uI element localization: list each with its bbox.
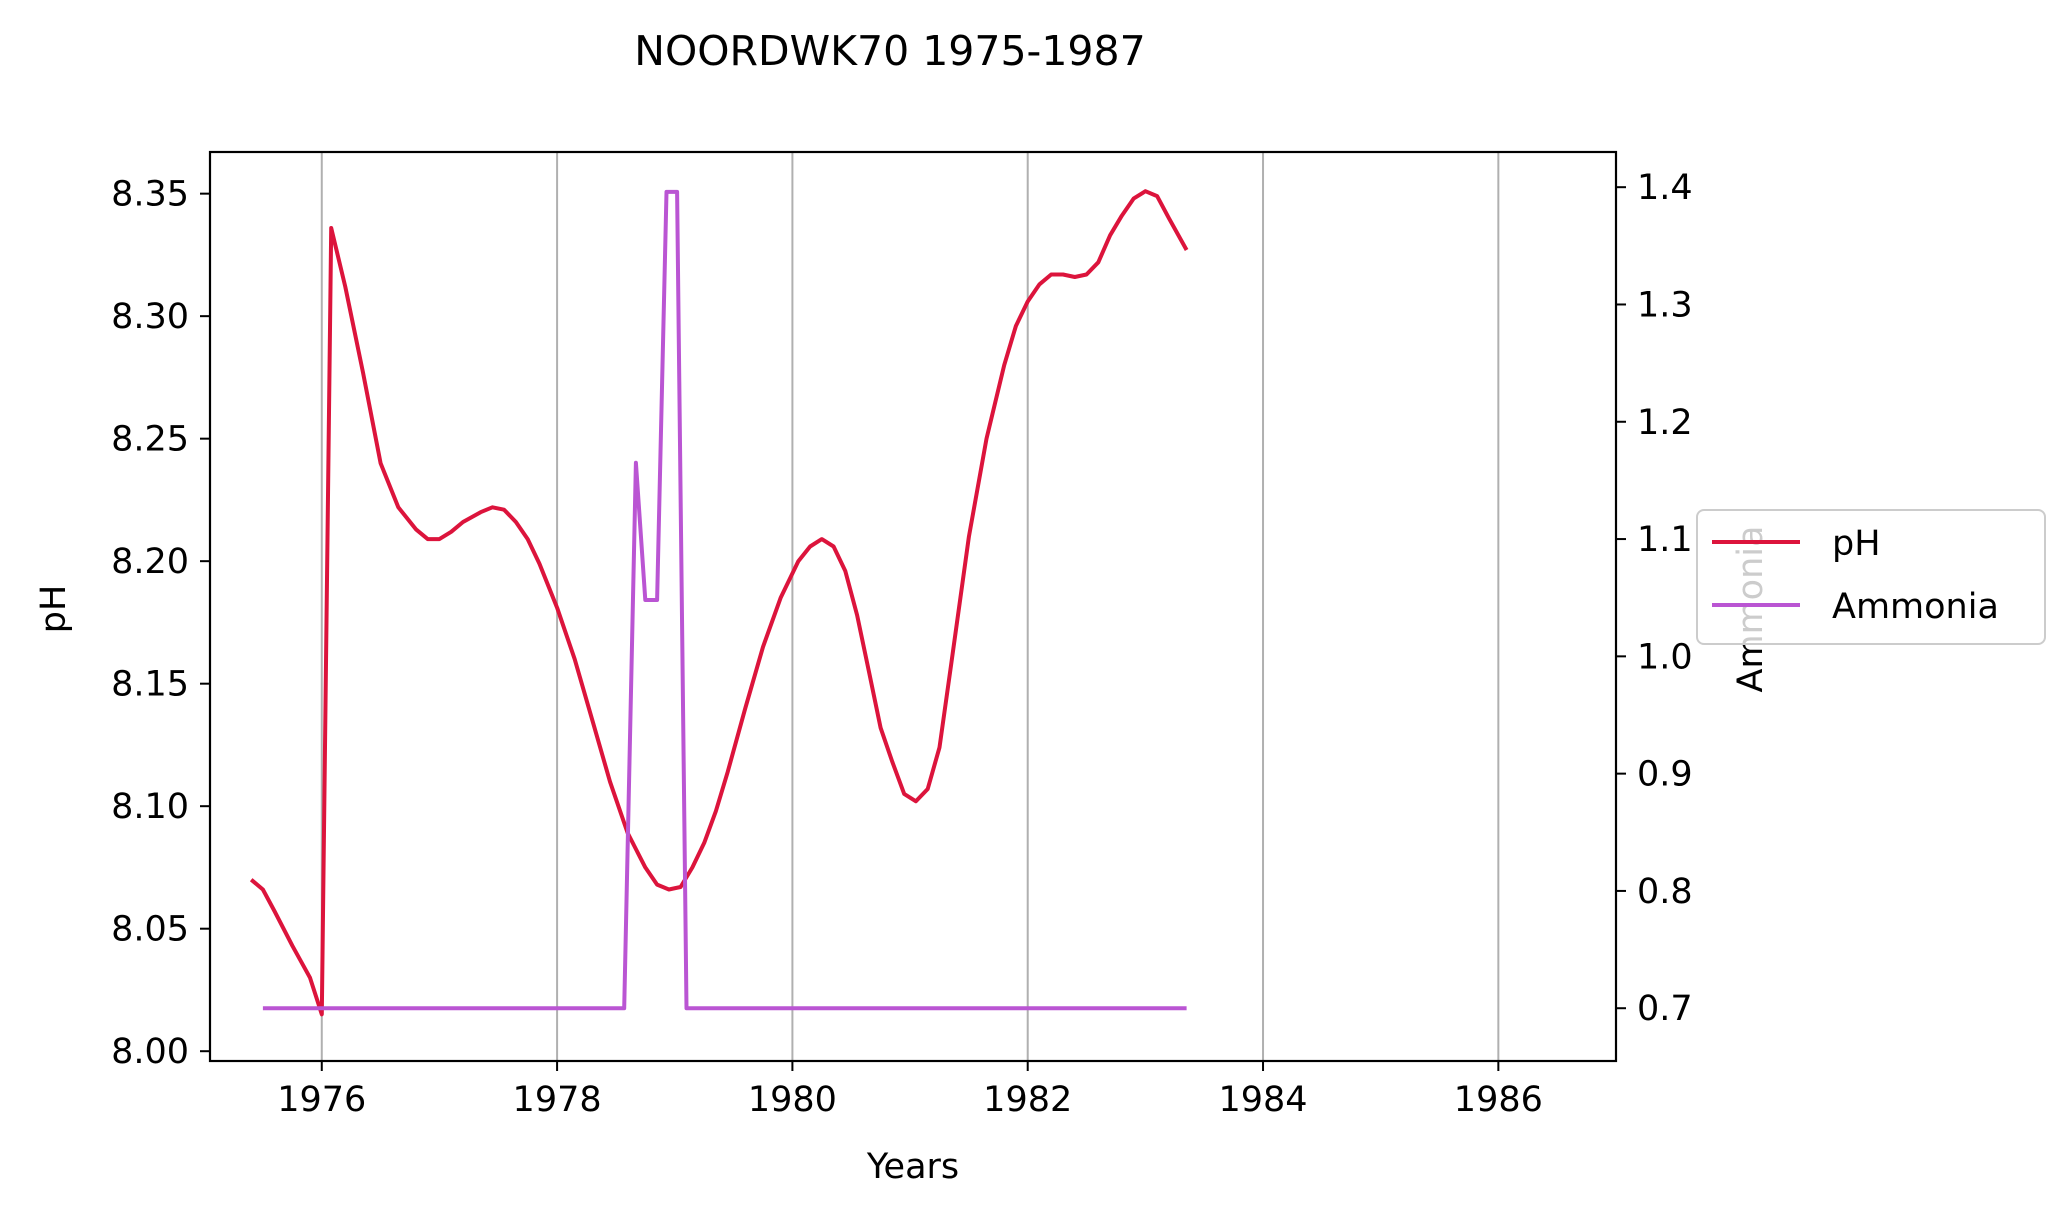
y-tick-label-8-20: 8.20 bbox=[111, 542, 189, 582]
x-tick-label-1982: 1982 bbox=[983, 1080, 1072, 1120]
x-axis-label: Years bbox=[866, 1147, 959, 1187]
y-tick-label-8-00: 8.00 bbox=[111, 1032, 189, 1072]
legend-label-ammonia: Ammonia bbox=[1832, 587, 1999, 627]
chart-title: NOORDWK70 1975-1987 bbox=[634, 27, 1145, 75]
series-line-ph bbox=[249, 189, 1189, 1017]
y2-tick-label-0-8: 0.8 bbox=[1637, 872, 1693, 912]
y-tick-label-8-25: 8.25 bbox=[111, 420, 189, 460]
y2-tick-label-1-1: 1.1 bbox=[1637, 520, 1693, 560]
x-tick-label-1976: 1976 bbox=[277, 1080, 366, 1120]
y2-tick-label-1-3: 1.3 bbox=[1637, 285, 1693, 325]
y-tick-label-8-15: 8.15 bbox=[111, 665, 189, 705]
y2-axis-ticks: 0.7 0.8 0.9 1.0 1.1 1.2 1.3 1.4 bbox=[1616, 168, 1693, 1029]
x-tick-label-1978: 1978 bbox=[513, 1080, 602, 1120]
legend-label-ph: pH bbox=[1832, 524, 1881, 564]
legend: pH Ammonia bbox=[1696, 509, 2046, 645]
plot-frame bbox=[208, 150, 1618, 1063]
y-axis-label: pH bbox=[34, 585, 74, 634]
x-tick-label-1986: 1986 bbox=[1454, 1080, 1543, 1120]
y2-tick-label-0-9: 0.9 bbox=[1637, 755, 1693, 795]
y2-tick-label-1-0: 1.0 bbox=[1637, 637, 1693, 677]
y2-tick-label-0-7: 0.7 bbox=[1637, 989, 1693, 1029]
y2-tick-label-1-4: 1.4 bbox=[1637, 168, 1693, 208]
y-axis-ticks: 8.00 8.05 8.10 8.15 8.20 8.25 8.30 8.35 bbox=[111, 175, 210, 1072]
y-tick-label-8-10: 8.10 bbox=[111, 787, 189, 827]
series-line-ammonia bbox=[262, 189, 1187, 1011]
y-tick-label-8-35: 8.35 bbox=[111, 175, 189, 215]
y2-tick-label-1-2: 1.2 bbox=[1637, 403, 1693, 443]
x-tick-label-1980: 1980 bbox=[748, 1080, 837, 1120]
x-tick-label-1984: 1984 bbox=[1218, 1080, 1307, 1120]
x-axis-ticks: 1976 1978 1980 1982 1984 1986 bbox=[277, 1061, 1543, 1120]
y-tick-label-8-05: 8.05 bbox=[111, 910, 189, 950]
y-tick-label-8-30: 8.30 bbox=[111, 297, 189, 337]
series-layer bbox=[249, 189, 1189, 1017]
